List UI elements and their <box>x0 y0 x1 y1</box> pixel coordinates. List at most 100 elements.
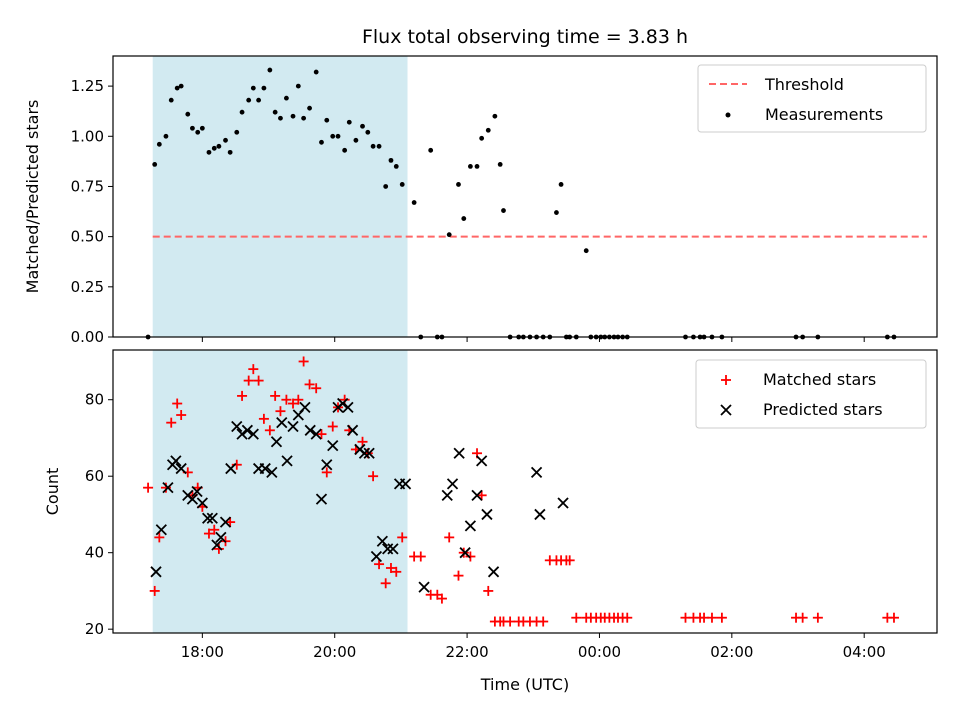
matched-star-point <box>172 398 183 409</box>
measurement-point <box>346 119 352 125</box>
measurement-point <box>474 163 480 169</box>
matched-star-point <box>476 490 487 501</box>
matched-star-point <box>622 612 633 623</box>
matched-star-point <box>374 559 385 570</box>
ratio-y-tick-label: 0.75 <box>71 177 104 195</box>
matched-star-point <box>564 555 575 566</box>
matched-star-point <box>316 429 327 440</box>
legend-predicted-label: Predicted stars <box>763 400 883 419</box>
matched-star-point <box>176 410 187 421</box>
measurement-point <box>261 85 267 91</box>
matched-star-point <box>270 390 281 401</box>
matched-star-point <box>311 383 322 394</box>
predicted-star-point <box>287 420 299 433</box>
predicted-star-point <box>363 447 375 459</box>
measurement-point <box>501 208 506 213</box>
matched-star-point <box>143 482 154 493</box>
predicted-star-point <box>399 478 412 490</box>
predicted-star-point <box>418 581 430 593</box>
predicted-star-point <box>310 428 322 440</box>
matched-star-point <box>248 364 259 375</box>
matched-star-point <box>209 524 220 535</box>
predicted-star-point <box>453 447 465 459</box>
predicted-star-point <box>315 493 328 505</box>
ratio-y-tick-label: 0.50 <box>71 228 104 246</box>
count-legend-box <box>695 359 927 429</box>
measurement-point <box>360 123 365 129</box>
ratio-legend-box <box>697 64 927 133</box>
measurement-point <box>446 232 452 238</box>
predicted-star-point <box>464 520 477 532</box>
predicted-star-point <box>231 420 243 433</box>
measurement-point <box>152 161 158 167</box>
measurement-point <box>239 109 245 115</box>
measurement-point <box>278 115 283 121</box>
predicted-star-point <box>162 482 174 494</box>
measurement-point <box>250 85 256 91</box>
measurement-point <box>342 147 348 153</box>
measurement-point <box>234 129 240 135</box>
ratio-y-tick-label: 0.00 <box>71 328 104 346</box>
x-tick-label: 20:00 <box>313 643 356 661</box>
predicted-star-point <box>281 455 293 467</box>
matched-star-point <box>465 551 476 562</box>
measurement-point <box>428 147 434 153</box>
matched-star-point <box>327 421 338 432</box>
matched-star-point <box>281 394 292 405</box>
matched-star-point <box>505 616 516 627</box>
count-shaded-interval <box>152 350 408 633</box>
measurement-point <box>399 182 405 187</box>
legend-threshold-label: Threshold <box>764 75 844 94</box>
matched-star-point <box>538 616 549 627</box>
predicted-star-point <box>342 401 354 414</box>
measurement-point <box>307 105 312 111</box>
matched-star-point <box>368 471 379 482</box>
predicted-star-point <box>321 459 333 471</box>
x-tick-label: 18:00 <box>181 643 224 661</box>
measurement-point <box>370 143 376 149</box>
ratio-legend: Threshold Measurements <box>697 64 927 133</box>
predicted-star-point <box>358 447 371 459</box>
matched-star-point <box>391 566 402 577</box>
predicted-star-point <box>219 516 232 528</box>
chart-title: Flux total observing time = 3.83 h <box>362 26 688 48</box>
predicted-star-point <box>476 455 488 467</box>
measurement-point <box>313 69 319 75</box>
matched-star-point <box>706 612 717 623</box>
predicted-star-point <box>191 485 203 498</box>
measurement-point <box>206 149 212 155</box>
matched-star-point <box>436 593 447 604</box>
predicted-star-point <box>155 524 167 536</box>
measurement-point <box>168 97 174 103</box>
predicted-star-point <box>376 535 389 547</box>
matched-star-point <box>458 547 469 558</box>
predicted-star-point <box>446 478 459 490</box>
matched-star-point <box>385 562 396 573</box>
matched-star-point <box>160 482 171 493</box>
predicted-star-point <box>206 512 218 524</box>
predicted-star-point <box>487 566 500 578</box>
predicted-star-point <box>247 428 259 440</box>
matched-star-point <box>213 543 224 554</box>
count-panel-frame <box>112 349 938 634</box>
measurement-point <box>497 161 503 167</box>
matched-star-point <box>237 390 248 401</box>
matched-star-point <box>154 532 165 543</box>
predicted-star-point <box>327 439 339 452</box>
measurement-point <box>211 145 217 151</box>
count-legend: Matched stars Predicted stars <box>695 359 927 429</box>
measurement-point <box>461 216 467 221</box>
measurement-point <box>272 109 278 115</box>
measurement-point <box>583 248 589 254</box>
matched-star-point <box>243 375 254 386</box>
matched-star-point <box>453 570 464 581</box>
measurement-point <box>383 184 389 189</box>
predicted-star-point <box>346 424 359 436</box>
measurement-point <box>216 143 222 149</box>
matched-star-point <box>304 379 315 390</box>
predicted-star-point <box>471 489 483 501</box>
count-y-tick-label: 20 <box>85 620 104 638</box>
measurement-point <box>267 67 273 73</box>
measurement-point <box>190 125 195 131</box>
predicted-star-point <box>534 508 546 521</box>
